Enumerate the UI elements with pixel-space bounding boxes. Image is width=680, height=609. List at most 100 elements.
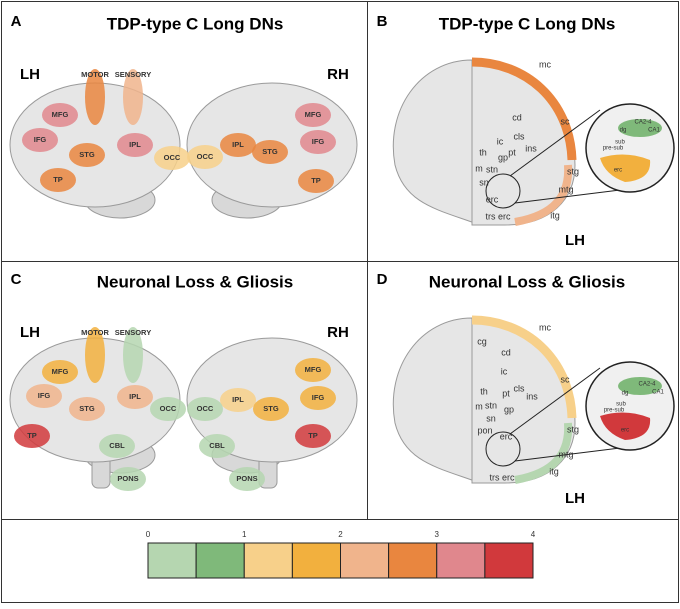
inset-label: erc [621,428,629,434]
region-label: sn [486,413,496,423]
zoom-line [509,109,601,177]
region-label: MFG [52,110,69,119]
legend-tick-label: 0 [146,530,151,539]
hemisphere-label: RH [327,324,349,341]
region-label: gp [498,152,508,162]
region [123,69,143,125]
region-label: MFG [52,367,69,376]
cortex [514,164,573,226]
region [220,133,256,157]
region [295,358,331,382]
region [123,327,143,383]
inset-label: sub [615,140,625,146]
region [298,169,334,193]
legend-swatch [484,542,534,579]
region [199,434,235,458]
region-label: IPL [129,392,141,401]
region-label: gp [504,404,514,414]
cortex [514,422,573,484]
hemisphere-label: RH [327,66,349,83]
panel-letter: D [377,271,388,288]
region-label: ic [497,136,504,146]
zoom-line [514,447,621,462]
region-label: erc [486,194,499,204]
region [187,397,223,421]
region [187,145,223,169]
legend-swatch [340,542,390,579]
cortex [471,57,577,161]
inset-label: pre-sub [604,408,625,414]
zoom-line [514,189,621,204]
legend-tick-label: 3 [435,530,440,539]
inset-label: CA2-4 [634,120,652,126]
region-label: STG [263,404,279,413]
region-label: IFG [312,137,325,146]
region-label: IPL [232,395,244,404]
region-label: m [475,401,483,411]
region [99,434,135,458]
panel-title: Neuronal Loss & Gliosis [429,272,626,291]
region-label: STG [262,147,278,156]
region-label: IFG [34,135,47,144]
region-label: stn [485,400,497,410]
region [229,467,265,491]
region [117,133,153,157]
region [150,397,186,421]
region-label: th [480,386,488,396]
region [40,168,76,192]
region-label: cls [514,131,525,141]
inset-label: pre-sub [603,146,624,152]
region-label: IFG [312,393,325,402]
legend-swatch [147,542,197,579]
region-label: pt [502,388,510,398]
inset-erc [600,412,651,440]
inset-label: CA1 [648,128,660,134]
region-label: PONS [236,474,257,483]
inset-hippocampus [618,119,662,137]
legend-swatch [291,542,341,579]
legend-swatch [195,542,245,579]
region-label: trs erc [485,211,511,221]
region [85,327,105,383]
region-label: itg [549,466,559,476]
region [220,388,256,412]
region-label: ins [526,391,538,401]
cortex [471,315,577,419]
legend-swatch [436,542,486,579]
panel-title: TDP-type C Long DNs [107,14,284,33]
legend-tick-label: 2 [338,530,343,539]
panel-letter: C [11,271,22,288]
region [14,424,50,448]
region-label: OCC [197,404,214,413]
region-label: IFG [38,391,51,400]
region-label: stg [567,166,579,176]
hemisphere-label: LH [565,490,585,507]
region-label: mtg [558,184,573,194]
coronal-section [392,317,481,484]
inset-label: dg [620,128,627,134]
region-label: erc [500,431,513,441]
region [69,397,105,421]
region-label: mc [539,59,551,69]
region-label: OCC [160,404,177,413]
region [295,424,331,448]
inset-erc [600,154,651,182]
region [252,140,288,164]
legend-tick-label: 1 [242,530,247,539]
legend-frame [1,519,679,603]
region [85,69,105,125]
region [42,103,78,127]
region-label: CBL [109,441,125,450]
region-label: MOTOR [81,70,109,79]
region-label: TP [53,175,63,184]
hemisphere-label: LH [20,66,40,83]
hemisphere-label: LH [565,232,585,249]
hippocampus-zoom [485,431,521,467]
region-label: cg [477,336,487,346]
region [117,385,153,409]
region-label: cd [501,347,511,357]
region-label: trs erc [489,472,515,482]
region-label: m [475,163,483,173]
region-label: STG [79,150,95,159]
